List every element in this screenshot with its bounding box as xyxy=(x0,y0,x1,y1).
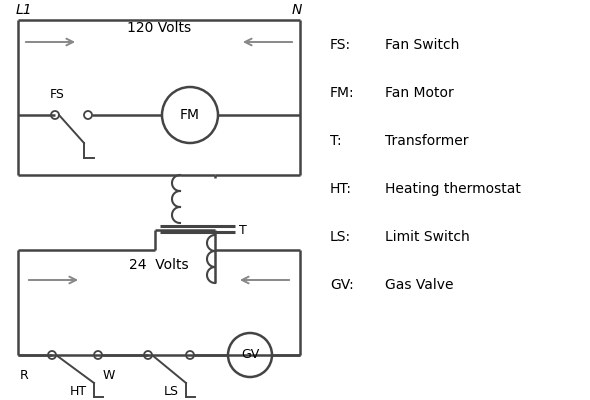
Text: L1: L1 xyxy=(16,3,32,17)
Text: Fan Switch: Fan Switch xyxy=(385,38,460,52)
Text: FS: FS xyxy=(50,88,65,101)
Text: Fan Motor: Fan Motor xyxy=(385,86,454,100)
Text: Transformer: Transformer xyxy=(385,134,468,148)
Text: GV: GV xyxy=(241,348,259,362)
Text: HT:: HT: xyxy=(330,182,352,196)
Text: Limit Switch: Limit Switch xyxy=(385,230,470,244)
Text: FM:: FM: xyxy=(330,86,355,100)
Text: HT: HT xyxy=(70,385,87,398)
Text: LS:: LS: xyxy=(330,230,351,244)
Text: W: W xyxy=(103,369,116,382)
Text: LS: LS xyxy=(164,385,179,398)
Text: FM: FM xyxy=(180,108,200,122)
Text: 120 Volts: 120 Volts xyxy=(127,21,191,35)
Text: Heating thermostat: Heating thermostat xyxy=(385,182,521,196)
Text: GV:: GV: xyxy=(330,278,354,292)
Text: T:: T: xyxy=(330,134,342,148)
Text: R: R xyxy=(20,369,29,382)
Text: N: N xyxy=(292,3,302,17)
Text: 24  Volts: 24 Volts xyxy=(129,258,189,272)
Text: T: T xyxy=(239,224,247,238)
Text: FS:: FS: xyxy=(330,38,351,52)
Text: Gas Valve: Gas Valve xyxy=(385,278,454,292)
